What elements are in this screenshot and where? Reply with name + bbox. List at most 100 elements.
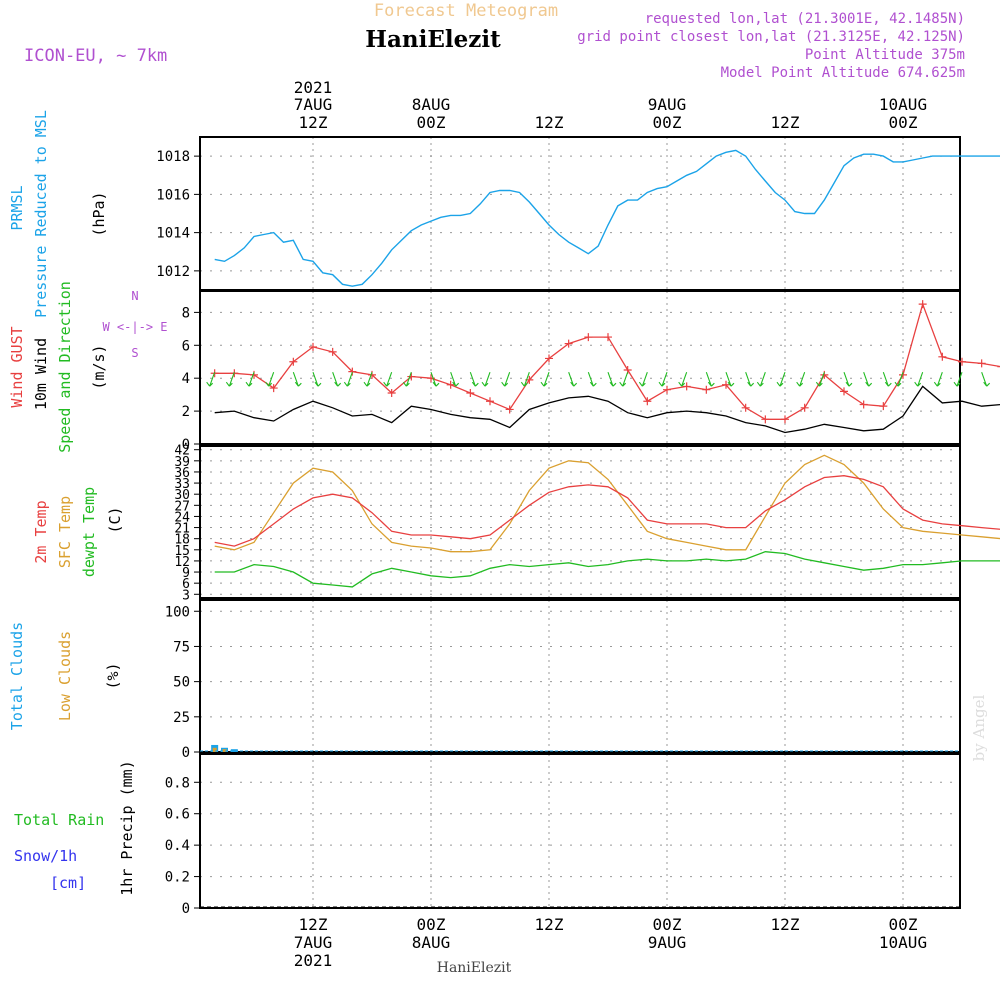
- panel-frame: [199, 136, 961, 291]
- wind-direction-arrow: [469, 372, 479, 387]
- ytick-label: 39: [174, 455, 190, 470]
- snow-unit: [cm]: [50, 874, 86, 892]
- gust-marker: [682, 382, 691, 391]
- wind-speed-line: [214, 385, 1000, 434]
- gust-marker: [977, 359, 986, 368]
- gust-marker: [840, 387, 848, 396]
- bottom-axis-time: 00Z: [653, 915, 682, 934]
- gust-line: [214, 302, 1000, 420]
- gust-marker: [407, 372, 416, 381]
- ytick-label: 36: [174, 466, 190, 481]
- station-name: HaniElezit: [365, 26, 501, 53]
- temp-unit: (C): [106, 506, 124, 533]
- top-axis-time: 12Z: [535, 113, 564, 132]
- model-label: ICON-EU, ~ 7km: [24, 46, 167, 66]
- wind-direction-arrow: [933, 372, 943, 387]
- gust-marker: [289, 357, 298, 366]
- wind-direction-arrow: [332, 372, 342, 387]
- top-axis-time: 00Z: [889, 113, 918, 132]
- top-axis-time: 12Z: [299, 113, 328, 132]
- wind-direction-arrow: [245, 372, 255, 387]
- ytick-label: 24: [174, 510, 190, 525]
- wind-direction-arrow: [587, 372, 597, 387]
- wind-direction-arrow: [658, 372, 668, 387]
- ytick-label: 15: [174, 544, 190, 559]
- precip-unit: 1hr Precip (mm): [118, 760, 136, 895]
- ytick-label: 50: [173, 675, 190, 691]
- wind-direction-arrow: [914, 372, 924, 387]
- wind-direction-arrow: [953, 372, 963, 387]
- top-axis-date: 7AUG: [294, 95, 333, 114]
- ytick-label: 9: [182, 566, 190, 581]
- wind-direction-arrow: [206, 372, 216, 387]
- wind-panel: 0 2 4 6 8: [182, 290, 1000, 453]
- wind-direction-arrow: [402, 372, 412, 387]
- footer-station: HaniElezit: [437, 960, 512, 976]
- bottom-axis-year: 2021: [294, 951, 333, 970]
- wind-direction-arrow: [225, 372, 235, 387]
- wind-direction-arrow: [312, 372, 322, 387]
- t2m-line: [214, 475, 1000, 547]
- wind-direction-arrow: [520, 372, 530, 387]
- gust-marker: [958, 357, 966, 366]
- clouds-unit: (%): [104, 662, 122, 689]
- low-cloud-bar: [222, 749, 227, 752]
- ytick-label: 6: [182, 338, 190, 354]
- pressure-panel: 1012 1014 1016 1018: [156, 136, 1000, 291]
- top-axis-time: 00Z: [653, 113, 682, 132]
- dewpt-label: dewpt Temp: [80, 487, 98, 577]
- pressure-line: [214, 149, 1000, 287]
- ytick-label: 0: [182, 745, 190, 761]
- gust-marker: [938, 352, 947, 361]
- wind-direction-arrow: [843, 372, 853, 387]
- ytick-label: 12: [174, 555, 190, 570]
- ytick-label: 1018: [156, 149, 190, 165]
- wind-direction-arrow: [430, 372, 440, 387]
- wind-direction-arrow: [638, 372, 648, 387]
- grid-point-coordinates: grid point closest lon,lat (21.3125E, 42…: [577, 29, 965, 45]
- wind-direction-arrow: [383, 372, 393, 387]
- panel-frame: [199, 599, 961, 753]
- wind-direction-arrow: [678, 372, 688, 387]
- wind-direction-arrow: [981, 372, 991, 387]
- wind-direction-arrow: [363, 372, 373, 387]
- sfc-temp-line: [214, 454, 1000, 553]
- ytick-label: 1014: [156, 226, 190, 242]
- ytick-label: 0: [182, 901, 190, 917]
- wind-direction-arrow: [343, 372, 353, 387]
- compass-s: S: [131, 346, 138, 360]
- gust-marker: [702, 385, 711, 394]
- bottom-axis-date: 7AUG: [294, 933, 333, 952]
- gust-label: Wind GUST: [8, 326, 26, 407]
- gust-marker: [859, 400, 868, 409]
- ytick-label: 0.4: [165, 838, 190, 854]
- total-clouds-label: Total Clouds: [8, 622, 26, 730]
- pressure-sublabel: Pressure Reduced to MSL: [32, 110, 50, 318]
- wind-direction-arrow: [607, 372, 617, 387]
- bottom-axis-time: 12Z: [771, 915, 800, 934]
- wind-direction-arrow: [265, 372, 275, 387]
- pressure-label: PRMSL: [8, 185, 26, 230]
- wind-direction-arrow: [863, 372, 873, 387]
- compass-n: N: [131, 289, 138, 303]
- gust-marker: [722, 380, 730, 389]
- wind-direction-arrow: [815, 372, 825, 387]
- panel-frame: [199, 445, 961, 599]
- gust-marker: [918, 300, 927, 309]
- gust-marker: [879, 402, 888, 411]
- model-altitude: Model Point Altitude 674.625m: [721, 65, 965, 81]
- wind-direction-arrow: [882, 372, 892, 387]
- ytick-label: 75: [173, 639, 190, 655]
- low-clouds-label: Low Clouds: [56, 631, 74, 721]
- top-axis-date: 9AUG: [648, 95, 687, 114]
- bottom-axis-time: 00Z: [417, 915, 446, 934]
- watermark: by Angel: [970, 694, 988, 761]
- gust-marker: [781, 415, 789, 424]
- bottom-axis-date: 9AUG: [648, 933, 687, 952]
- ytick-label: 42: [174, 444, 190, 459]
- bottom-axis-date: 10AUG: [879, 933, 927, 952]
- wind-direction-arrow: [501, 372, 511, 387]
